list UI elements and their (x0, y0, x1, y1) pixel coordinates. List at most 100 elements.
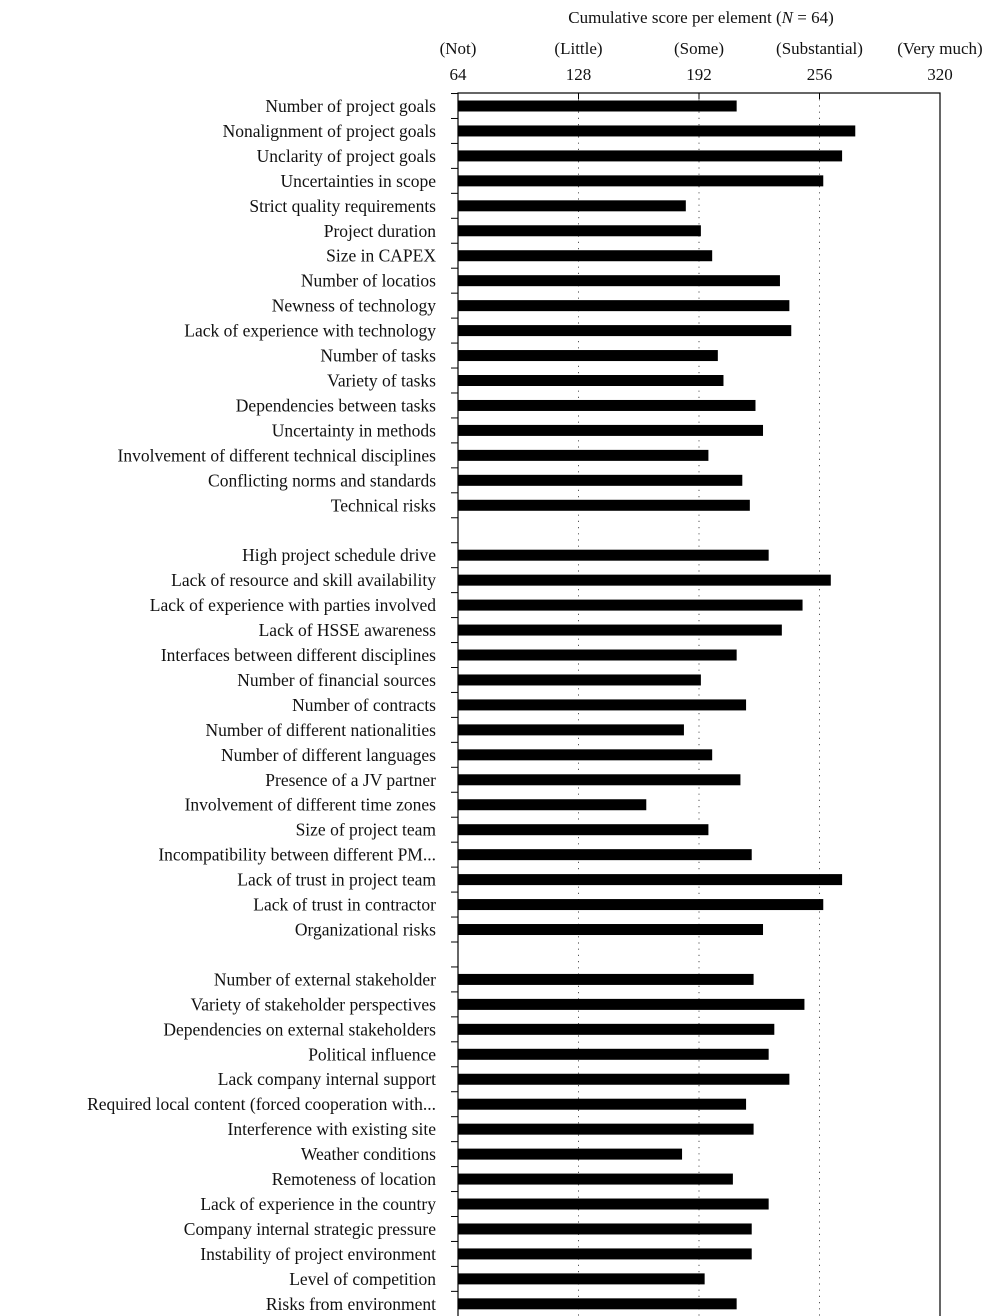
tick-word-128: (Little) (554, 39, 602, 58)
bar (458, 824, 709, 836)
bars (458, 100, 856, 1310)
category-label: Instability of project environment (200, 1244, 436, 1264)
bar (458, 749, 713, 761)
plot-frame (457, 92, 941, 1316)
bar (458, 1198, 769, 1210)
category-label: Dependencies between tasks (236, 395, 436, 415)
bar (458, 1248, 752, 1260)
bar (458, 225, 701, 237)
category-label: Lack of experience with technology (184, 321, 436, 341)
bar (458, 973, 754, 985)
category-label: Technical risks (331, 495, 436, 515)
category-label: Uncertainty in methods (272, 420, 436, 440)
bar (458, 350, 718, 362)
tick-label-256: 256 (807, 65, 833, 84)
x-axis-title: Cumulative score per element (N = 64) (568, 8, 833, 27)
tick-word-192: (Some) (674, 39, 724, 58)
category-label: Interfaces between different disciplines (161, 645, 436, 665)
category-label: Lack of experience in the country (200, 1194, 436, 1214)
category-label: Size in CAPEX (326, 246, 436, 266)
category-label: Newness of technology (272, 296, 437, 316)
category-label: Uncertainties in scope (280, 171, 436, 191)
category-label: Variety of tasks (327, 371, 436, 391)
category-label: Involvement of different technical disci… (118, 445, 437, 465)
category-label: Lack of resource and skill availability (171, 570, 436, 590)
bar (458, 724, 684, 736)
bar (458, 399, 756, 411)
bar (458, 499, 750, 511)
bar (458, 100, 737, 112)
category-label: Variety of stakeholder perspectives (191, 994, 437, 1014)
bar (458, 774, 741, 786)
category-label: Size of project team (296, 820, 437, 840)
tick-word-64: (Not) (440, 39, 477, 58)
bar (458, 674, 701, 686)
bar (458, 150, 843, 162)
category-label: Risks from environment (266, 1294, 436, 1314)
category-label: Project duration (324, 221, 437, 241)
category-labels: Number of project goals Nonalignment of p… (87, 93, 458, 1314)
bar (458, 449, 709, 461)
category-label: Interference with existing site (228, 1119, 437, 1139)
tick-label-320: 320 (927, 65, 953, 84)
bar (458, 799, 647, 811)
category-label: Number of different nationalities (205, 720, 436, 740)
bar (458, 1048, 769, 1060)
bar (458, 375, 724, 387)
bar (458, 1223, 752, 1235)
category-label: Dependencies on external stakeholders (163, 1019, 436, 1039)
x-axis-ticks: (Not) 64 (Little) 128 (Some) 192 (Substantial)… (440, 39, 983, 99)
category-label: High project schedule drive (242, 545, 436, 565)
bar (458, 300, 790, 312)
bar (458, 924, 764, 936)
bar (458, 275, 780, 287)
category-label: Remoteness of location (272, 1169, 437, 1189)
category-label: Lack of trust in project team (237, 870, 436, 890)
category-label: Strict quality requirements (249, 196, 436, 216)
bar (458, 1023, 775, 1035)
category-label: Involvement of different time zones (185, 795, 437, 815)
bar (458, 874, 843, 886)
bar (458, 424, 764, 436)
bar (458, 899, 824, 911)
bar (458, 849, 752, 861)
category-label: Lack of experience with parties involved (150, 595, 436, 615)
bar (458, 175, 824, 187)
bar (458, 474, 743, 486)
category-label: Number of financial sources (237, 670, 436, 690)
bar (458, 699, 747, 711)
category-label: Number of locatios (301, 271, 436, 291)
category-label: Number of different languages (221, 745, 436, 765)
category-label: Conflicting norms and standards (208, 470, 436, 490)
category-label: Political influence (308, 1044, 436, 1064)
bar (458, 574, 831, 586)
bar (458, 549, 769, 561)
bar (458, 1298, 737, 1310)
category-label: Lack of HSSE awareness (259, 620, 437, 640)
bar (458, 1123, 754, 1135)
category-label: Lack company internal support (218, 1069, 436, 1089)
bar (458, 250, 713, 262)
category-label: Required local content (forced cooperati… (87, 1094, 436, 1114)
category-label: Number of project goals (265, 96, 436, 116)
bar (458, 1098, 747, 1110)
bar (458, 125, 856, 137)
tick-label-64: 64 (450, 65, 468, 84)
category-label: Number of external stakeholder (214, 969, 436, 989)
category-label: Level of competition (289, 1269, 436, 1289)
bar (458, 1148, 683, 1160)
category-label: Organizational risks (295, 920, 436, 940)
category-label: Lack of trust in contractor (253, 895, 436, 915)
category-label: Number of tasks (320, 346, 436, 366)
category-label: Presence of a JV partner (265, 770, 436, 790)
category-label: Number of contracts (292, 695, 436, 715)
bar (458, 624, 782, 636)
category-label: Nonalignment of project goals (223, 121, 437, 141)
bar (458, 998, 805, 1010)
category-label: Incompatibility between different PM... (158, 845, 436, 865)
tick-label-192: 192 (686, 65, 712, 84)
bar (458, 1173, 733, 1185)
bar (458, 1273, 705, 1285)
category-label: Unclarity of project goals (257, 146, 437, 166)
